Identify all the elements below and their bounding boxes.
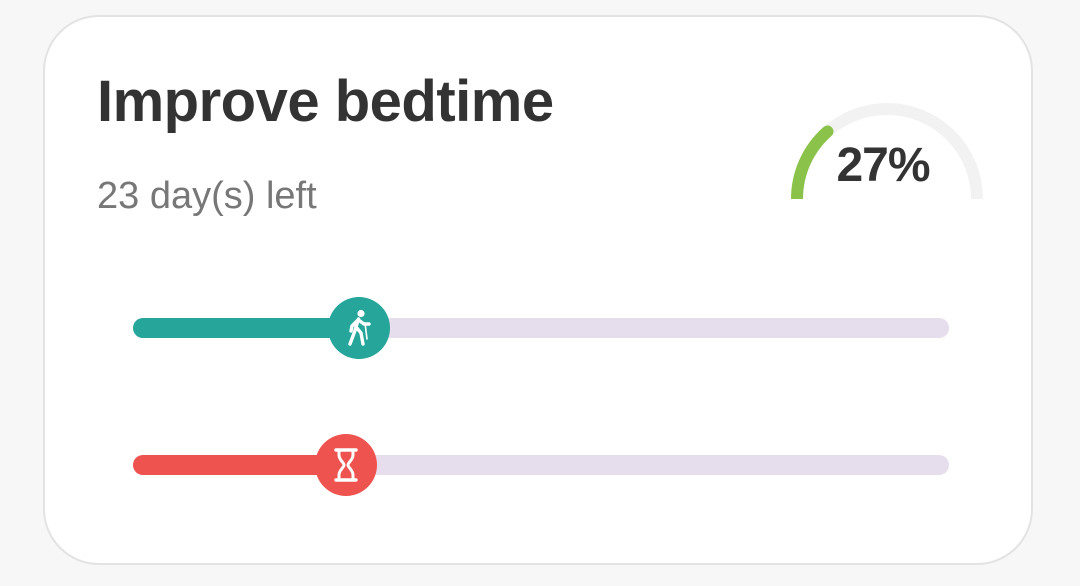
progress-slider-thumb[interactable] (328, 297, 391, 359)
walking-person-icon (348, 309, 371, 346)
progress-slider-fill (133, 318, 360, 338)
gauge-fill-arc (791, 125, 834, 199)
goal-card[interactable]: Improve bedtime 23 day(s) left 27% (43, 15, 1033, 565)
days-left-label: 23 day(s) left (97, 175, 317, 217)
time-slider-thumb[interactable] (314, 434, 377, 496)
gauge-percent-label: 27% (836, 139, 930, 192)
hourglass-icon (334, 448, 358, 482)
time-slider[interactable] (133, 430, 949, 500)
progress-slider[interactable] (133, 293, 949, 363)
time-slider-fill (133, 455, 346, 475)
progress-gauge (791, 103, 983, 199)
goal-title: Improve bedtime (97, 69, 554, 134)
